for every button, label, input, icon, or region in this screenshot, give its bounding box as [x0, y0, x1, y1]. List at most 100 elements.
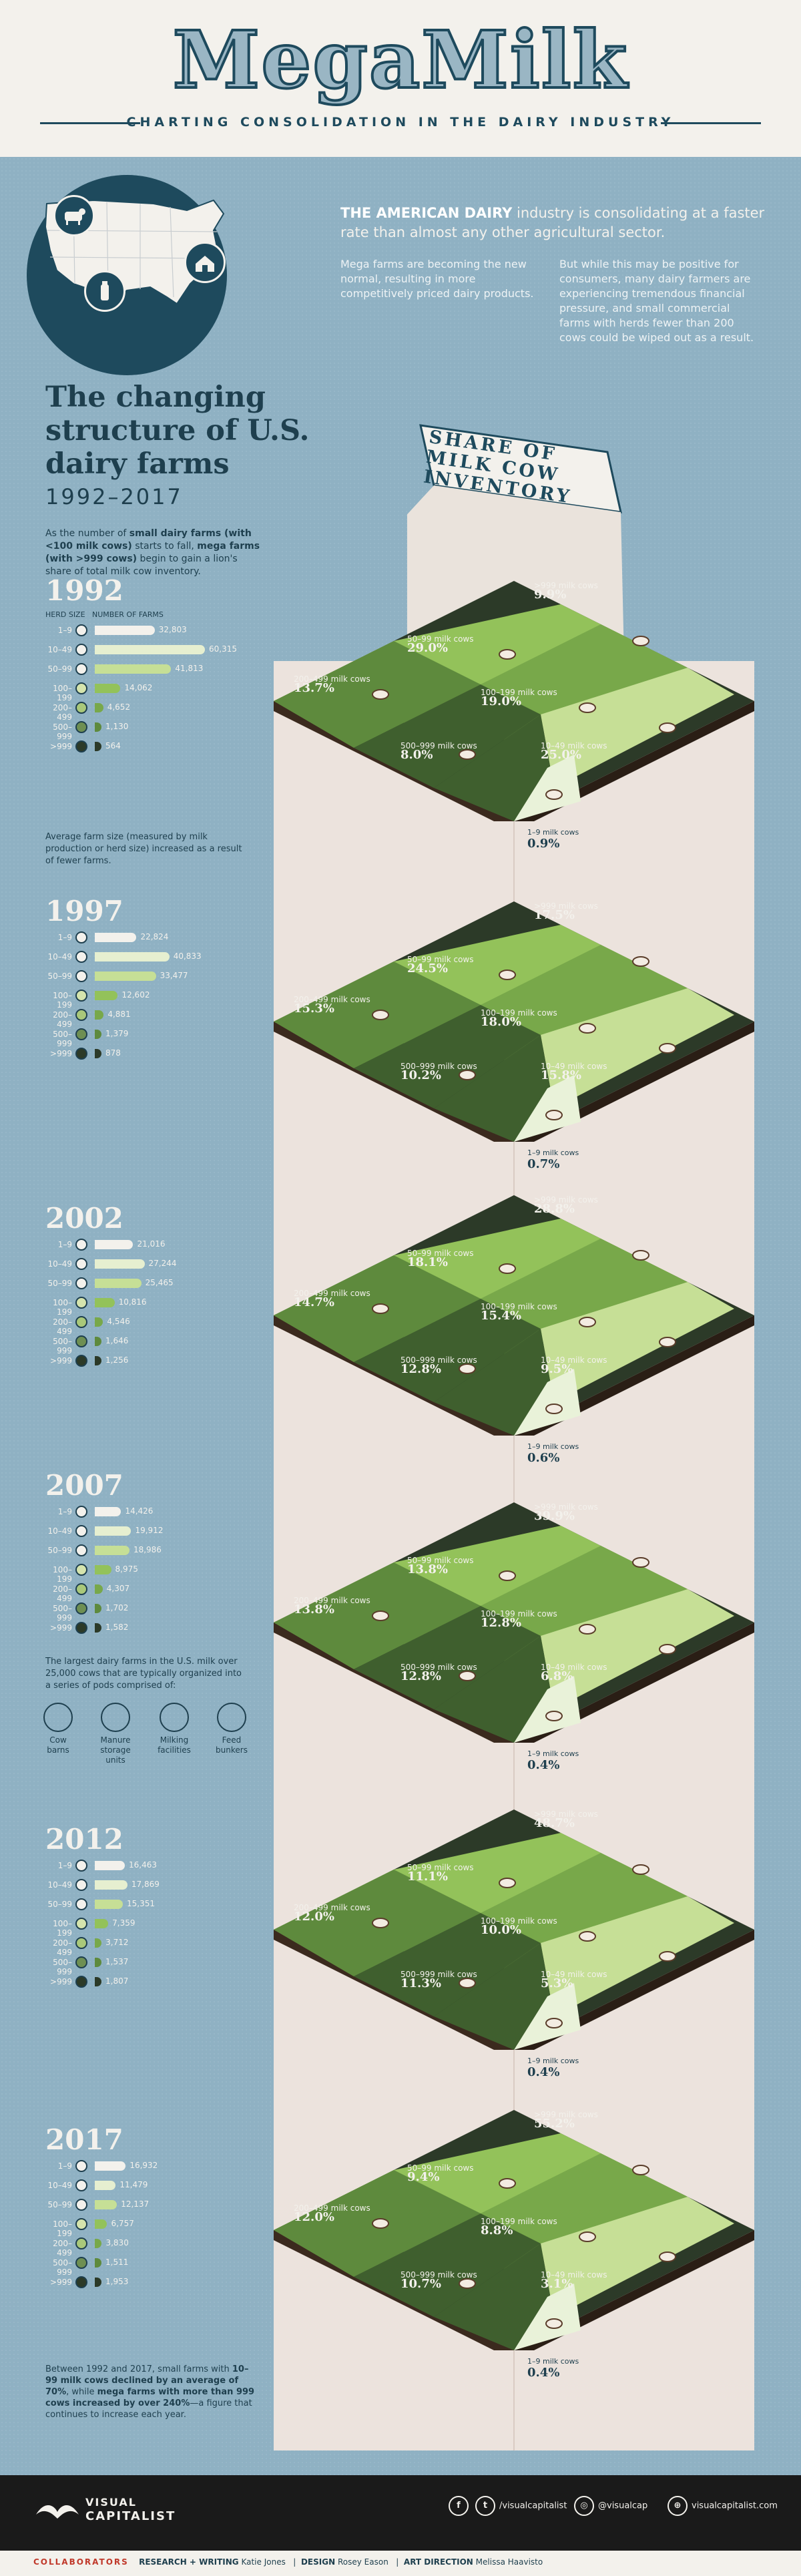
cow-icon: [579, 1931, 596, 1942]
header: MegaMilk CHARTING CONSOLIDATION IN THE D…: [0, 0, 801, 157]
farm-count-row: 10–49 40,833: [45, 947, 266, 967]
share-category: 100–199 milk cows: [481, 1916, 557, 1926]
farm-count-value: 19,912: [135, 1526, 164, 1535]
share-category: 50–99 milk cows: [407, 955, 474, 964]
herd-size-label: 1–9: [57, 933, 72, 942]
farm-count-row: 500–999 1,702: [45, 1599, 266, 1623]
farm-count-value: 12,137: [121, 2199, 150, 2209]
farm-count-value: 32,803: [158, 625, 187, 634]
share-category: 50–99 milk cows: [407, 2163, 474, 2173]
share-field: 200–499 milk cows 12.0% 50–99 milk cows 11.…: [267, 1803, 761, 2079]
herd-size-dot: [75, 1860, 87, 1872]
farm-count-value: 11,479: [119, 2180, 148, 2189]
share-value: 15.3%: [294, 1002, 334, 1016]
farm-count-bar: [95, 2161, 126, 2171]
farm-count-row: 500–999 1,130: [45, 718, 266, 741]
farm-count-value: 1,953: [105, 2277, 129, 2286]
herd-size-label: 1–9: [57, 626, 72, 635]
share-value: 10.0%: [481, 1923, 521, 1937]
globe-icon[interactable]: ⊕: [668, 2496, 688, 2516]
share-label: 1–9 milk cows 0.7%: [527, 1148, 579, 1171]
cow-icon: [659, 1043, 676, 1054]
herd-size-label: 1–9: [57, 1861, 72, 1870]
farm-count-value: 1,130: [105, 722, 129, 731]
region-500-999-b: [434, 714, 554, 821]
social-twitter[interactable]: t/visualcapitalist: [475, 2496, 567, 2516]
share-category: >999 milk cows: [534, 1502, 598, 1512]
milking-facility-icon: [160, 1703, 189, 1732]
farm-count-bar: [95, 2200, 117, 2209]
share-category: 50–99 milk cows: [407, 1556, 474, 1565]
social-facebook[interactable]: f: [449, 2496, 473, 2516]
twitter-icon[interactable]: t: [475, 2496, 495, 2516]
instagram-icon[interactable]: ◎: [574, 2496, 594, 2516]
herd-size-label: >999: [50, 1977, 72, 1986]
facebook-icon[interactable]: f: [449, 2496, 469, 2516]
share-value: 17.5%: [534, 908, 575, 922]
cow-icon: [545, 789, 563, 800]
avg-note: Average farm size (measured by milk prod…: [45, 832, 242, 866]
region-1-9: [514, 1369, 581, 1436]
herd-size-dot: [75, 1976, 87, 1988]
cow-icon: [459, 2278, 476, 2289]
year-block: 2002 1–9 21,016 10–49 27,244 50–99 25,465 100–1…: [45, 1202, 266, 1371]
share-category: 500–999 milk cows: [400, 1663, 477, 1672]
herd-size-label: 10–49: [47, 1880, 72, 1890]
social-instagram[interactable]: ◎ @visualcap: [574, 2496, 647, 2516]
farm-count-value: 4,652: [107, 702, 131, 712]
region-1-9: [514, 755, 581, 821]
herd-size-label: 100–199: [53, 1919, 72, 1938]
farm-count-bar: [95, 1240, 134, 1249]
share-value: 12.8%: [400, 1362, 441, 1376]
farm-count-row: 100–199 10,816: [45, 1293, 266, 1317]
farm-count-bar: [95, 1279, 142, 1288]
cow-icon: [53, 195, 95, 236]
share-label: 200–499 milk cows 15.3%: [294, 995, 370, 1016]
cow-icon: [659, 1337, 676, 1347]
share-category: 200–499 milk cows: [294, 2203, 370, 2213]
farm-count-value: 4,881: [107, 1010, 131, 1019]
year-title: 2012: [45, 1823, 123, 1856]
share-label: 200–499 milk cows 14.7%: [294, 1289, 370, 1309]
farm-count-bar: [95, 1565, 111, 1574]
share-label: 1–9 milk cows 0.4%: [527, 2357, 579, 2380]
share-label: 50–99 milk cows 29.0%: [407, 634, 473, 654]
cow-icon: [659, 1951, 676, 1962]
farm-count-row: 50–99 18,986: [45, 1541, 266, 1560]
share-label: 50–99 milk cows 13.8%: [407, 1556, 474, 1576]
farm-count-value: 10,816: [118, 1297, 147, 1307]
social-website[interactable]: ⊕ visualcapitalist.com: [668, 2496, 778, 2516]
field-diamond: [274, 581, 754, 831]
field-diamond: [274, 2110, 754, 2360]
share-value: 8.0%: [400, 748, 433, 762]
share-value: 11.3%: [400, 1976, 441, 1990]
share-value: 14.7%: [294, 1295, 334, 1309]
herd-size-dot: [75, 2160, 87, 2172]
share-value: 28.8%: [534, 1202, 575, 1216]
share-label: >999 milk cows 28.8%: [534, 1195, 598, 1216]
share-category: 10–49 milk cows: [541, 2270, 607, 2280]
herd-size-label: 1–9: [57, 1507, 72, 1516]
region-500-999: [354, 1005, 541, 1108]
page-title: MegaMilk: [172, 12, 629, 108]
pod-milking: Milking facilities: [155, 1703, 194, 1755]
cow-icon: [632, 956, 649, 967]
farm-count-row: 500–999 1,379: [45, 1025, 266, 1048]
farm-count-value: 4,307: [106, 1584, 130, 1593]
herd-size-dot: [75, 1297, 87, 1309]
farm-count-value: 6,757: [111, 2219, 134, 2228]
credits: COLLABORATORS RESEARCH + WRITING Katie J…: [33, 2557, 543, 2567]
herd-size-label: 100–199: [53, 1298, 72, 1317]
farm-count-row: 500–999 1,537: [45, 1953, 266, 1976]
cow-icon: [632, 1250, 649, 1261]
share-category: 100–199 milk cows: [481, 1302, 557, 1311]
cow-icon: [632, 636, 649, 646]
herd-size-dot: [75, 1937, 87, 1949]
farm-count-bar: [95, 1030, 101, 1039]
herd-size-dot: [75, 1564, 87, 1576]
pod-feed: Feed bunkers: [212, 1703, 251, 1755]
section-years: 1992–2017: [45, 484, 183, 509]
share-category: 200–499 milk cows: [294, 1596, 370, 1605]
barn-icon: [184, 242, 226, 283]
herd-size-dot: [75, 1602, 87, 1615]
